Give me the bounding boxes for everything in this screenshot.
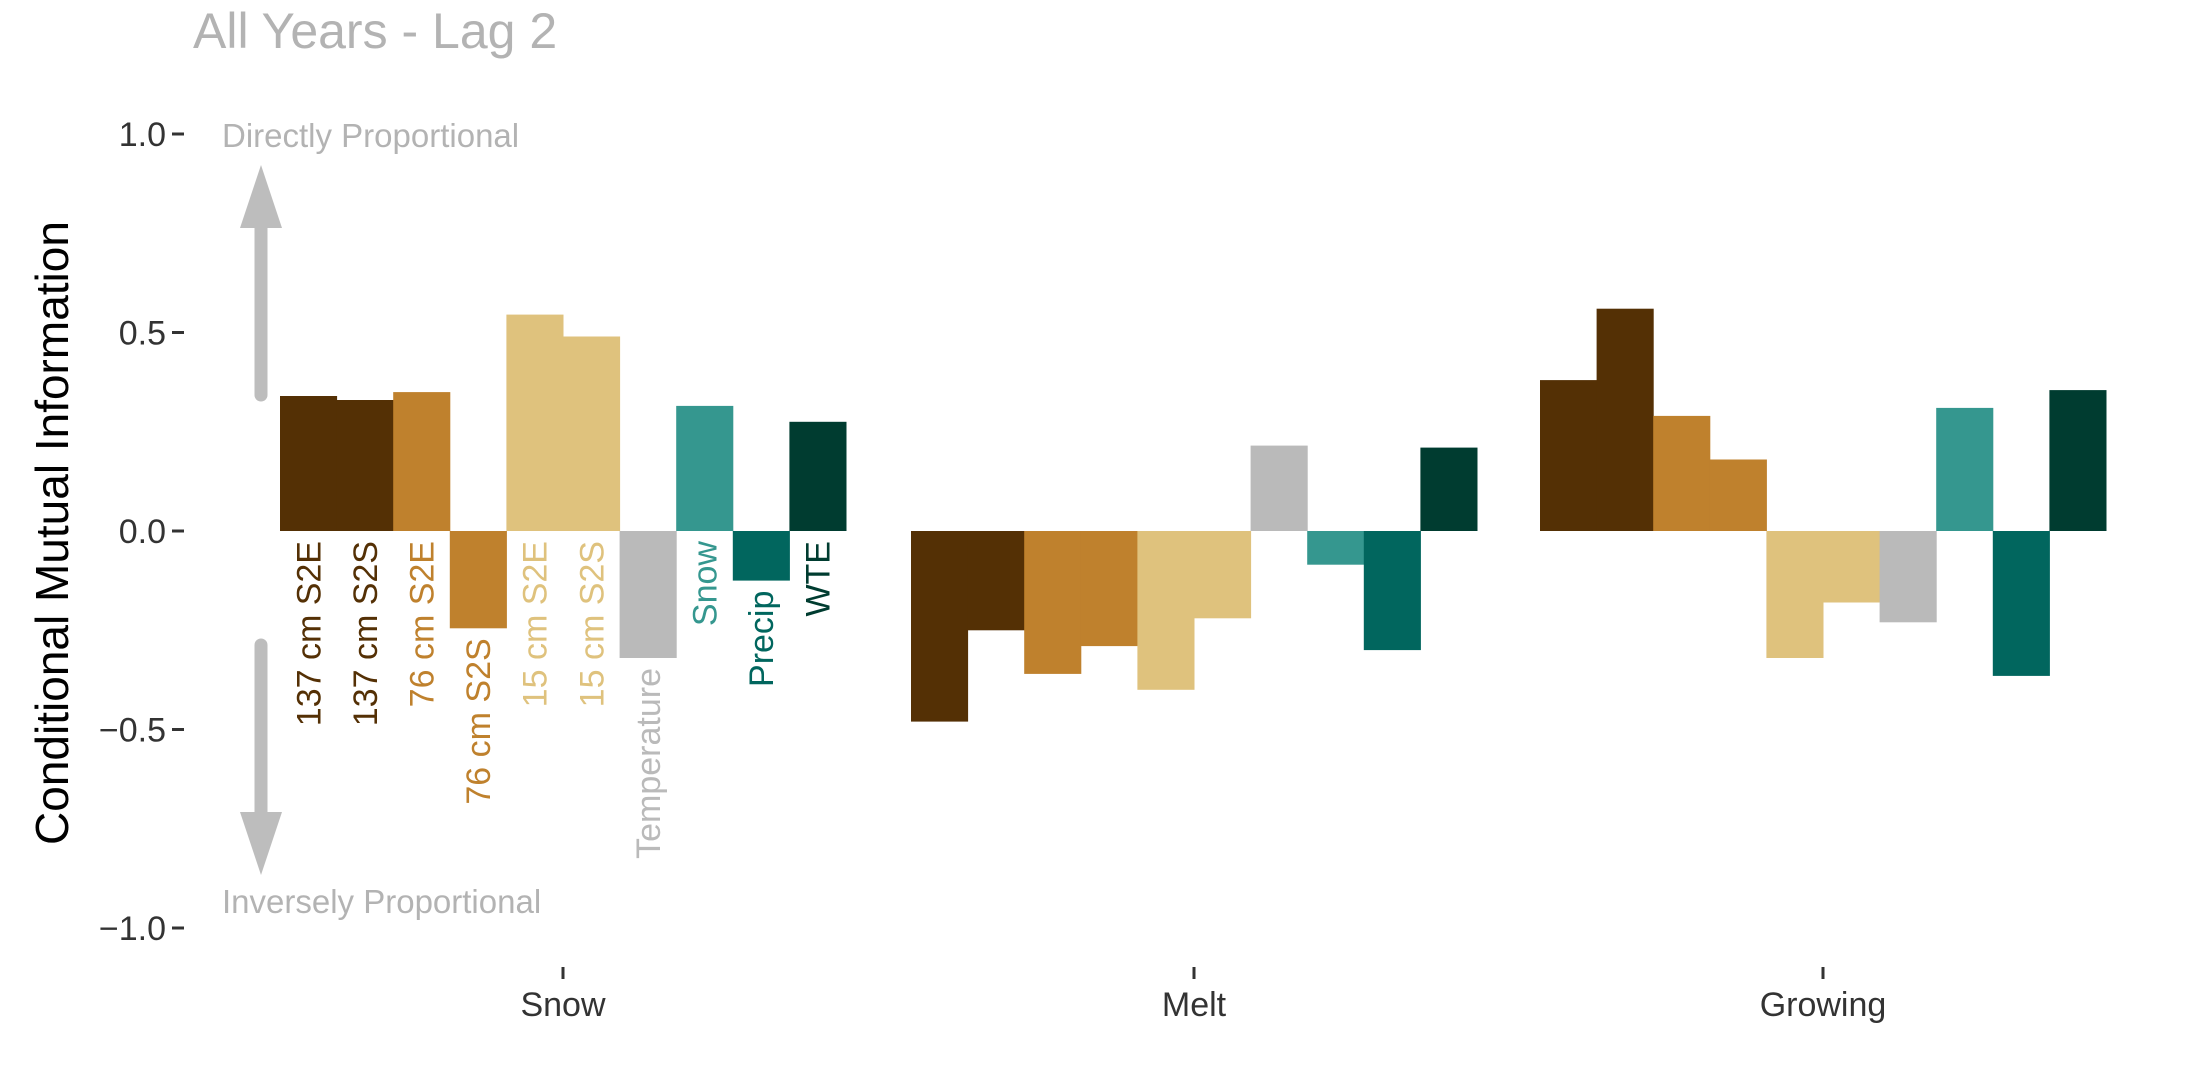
series-label: Snow	[687, 541, 725, 626]
series-label: Precip	[743, 591, 781, 687]
series-label: Temperature	[630, 668, 668, 859]
bar	[676, 405, 734, 531]
bar	[1080, 531, 1138, 647]
bar	[732, 531, 790, 581]
bar	[967, 531, 1025, 631]
annotation-bottom: Inversely Proportional	[222, 883, 541, 920]
bar	[1766, 531, 1824, 658]
bar	[1992, 531, 2050, 676]
bar	[449, 531, 507, 629]
bar	[789, 421, 847, 531]
bar	[280, 396, 338, 531]
annotations: Directly Proportional Inversely Proporti…	[222, 117, 541, 920]
bar	[1596, 308, 1654, 531]
bar	[1823, 531, 1881, 603]
bar	[563, 336, 621, 531]
bar	[336, 400, 394, 531]
y-tick-label: 0.5	[119, 315, 166, 353]
bars	[280, 308, 2107, 722]
bar	[506, 314, 564, 531]
bar	[393, 392, 451, 531]
y-axis-label: Conditional Mutual Information	[26, 221, 78, 845]
series-label: 76 cm S2S	[460, 638, 498, 804]
arrow-up-head	[240, 165, 282, 228]
x-axis: Snow Melt Growing	[520, 967, 1886, 1024]
bar	[1653, 415, 1711, 531]
bar	[1194, 531, 1252, 619]
series-label: 137 cm S2E	[290, 541, 328, 726]
bar	[1709, 459, 1767, 531]
bar	[911, 531, 969, 722]
bar	[2049, 390, 2107, 531]
bar	[1363, 531, 1421, 651]
bar	[1420, 447, 1478, 531]
y-tick-label: −1.0	[99, 910, 166, 948]
annotation-top: Directly Proportional	[222, 117, 519, 154]
series-label: WTE	[800, 541, 838, 617]
y-axis: 1.0 0.5 0.0 −0.5 −1.0	[99, 116, 184, 948]
bar	[1540, 380, 1598, 531]
y-tick-label: 1.0	[119, 116, 166, 154]
y-tick-label: 0.0	[119, 513, 166, 551]
series-label: 15 cm S2S	[573, 541, 611, 707]
bar	[1879, 531, 1937, 623]
y-tick-label: −0.5	[99, 712, 166, 750]
bar	[1936, 407, 1994, 531]
bar	[1307, 531, 1365, 565]
bar	[1250, 445, 1308, 531]
x-tick-label: Growing	[1760, 986, 1887, 1024]
series-label: 15 cm S2E	[517, 541, 555, 707]
arrow-down-head	[240, 812, 282, 875]
bar	[619, 531, 677, 658]
series-label: 137 cm S2S	[347, 541, 385, 726]
bar	[1137, 531, 1195, 690]
x-tick-label: Melt	[1162, 986, 1227, 1024]
chart-title: All Years - Lag 2	[193, 3, 557, 59]
x-tick-label: Snow	[520, 986, 605, 1024]
series-label: 76 cm S2E	[404, 541, 442, 707]
bar-labels: 137 cm S2E 137 cm S2S 76 cm S2E 76 cm S2S 15…	[290, 541, 837, 859]
bar	[1024, 531, 1082, 674]
